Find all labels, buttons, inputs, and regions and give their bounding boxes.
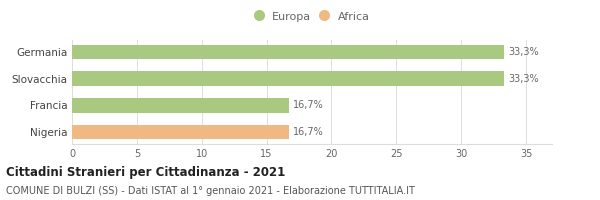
Bar: [72, 98, 289, 113]
Bar: [72, 125, 289, 139]
Text: Cittadini Stranieri per Cittadinanza - 2021: Cittadini Stranieri per Cittadinanza - 2…: [6, 166, 285, 179]
Bar: [72, 45, 504, 59]
Text: 33,3%: 33,3%: [508, 74, 539, 84]
Text: 33,3%: 33,3%: [508, 47, 539, 57]
Text: 16,7%: 16,7%: [293, 100, 323, 110]
Text: 16,7%: 16,7%: [293, 127, 323, 137]
Text: COMUNE DI BULZI (SS) - Dati ISTAT al 1° gennaio 2021 - Elaborazione TUTTITALIA.I: COMUNE DI BULZI (SS) - Dati ISTAT al 1° …: [6, 186, 415, 196]
Bar: [72, 71, 504, 86]
Legend: Europa, Africa: Europa, Africa: [250, 6, 374, 26]
